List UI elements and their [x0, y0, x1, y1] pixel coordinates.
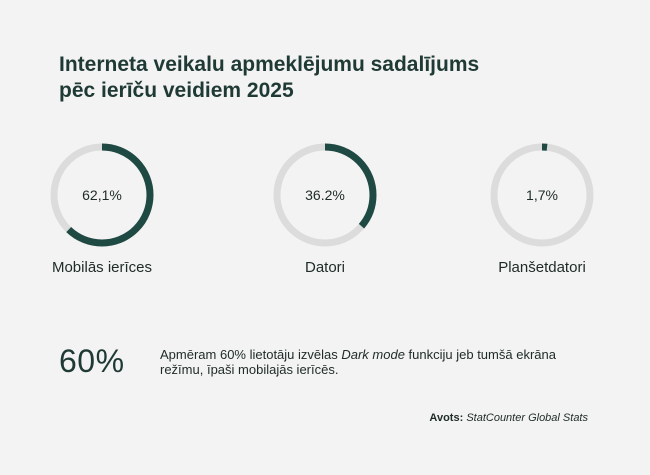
gauge-arc-mobile [50, 143, 154, 247]
gauge-ring-tablet [490, 143, 594, 247]
gauge-label-tablet: Planšetdatori [498, 259, 586, 276]
gauge-label-mobile: Mobilās ierīces [51, 259, 153, 276]
stat-text-before: Apmēram 60% lietotāju izvēlas [160, 347, 342, 362]
gauge-ring-desktop [273, 143, 377, 247]
gauge-value-tablet: 1,7% [526, 187, 558, 203]
gauge-value-desktop: 36.2% [305, 187, 345, 203]
gauge-ring-mobile [50, 143, 154, 247]
title-line-1: Interneta veikalu apmeklējumu sadalījums [59, 53, 480, 76]
gauge-arc-tablet [490, 143, 594, 247]
gauge-label-desktop: Datori [304, 259, 345, 276]
page-title: Interneta veikalu apmeklējumu sadalījums… [59, 52, 579, 104]
stat-text-italic: Dark mode [341, 347, 405, 362]
gauge-arc-desktop [273, 143, 377, 247]
title-line-2: pēc ierīču veidiem 2025 [59, 79, 294, 102]
source-value: StatCounter Global Stats [466, 412, 588, 424]
stat-value: 60% [59, 343, 125, 379]
stat-description: Apmēram 60% lietotāju izvēlas Dark mode … [160, 347, 560, 377]
gauge-chart: 62,1% Mobilās ierīces 36.2% Datori 1,7% … [50, 143, 594, 276]
source-label: Avots: [429, 412, 464, 424]
stat-text-after: funkciju jeb tumšā ekrāna režīmu, īpaši … [160, 347, 556, 377]
gauge-value-mobile: 62,1% [82, 187, 122, 203]
source-note: Avots: StatCounter Global Stats [429, 412, 588, 424]
